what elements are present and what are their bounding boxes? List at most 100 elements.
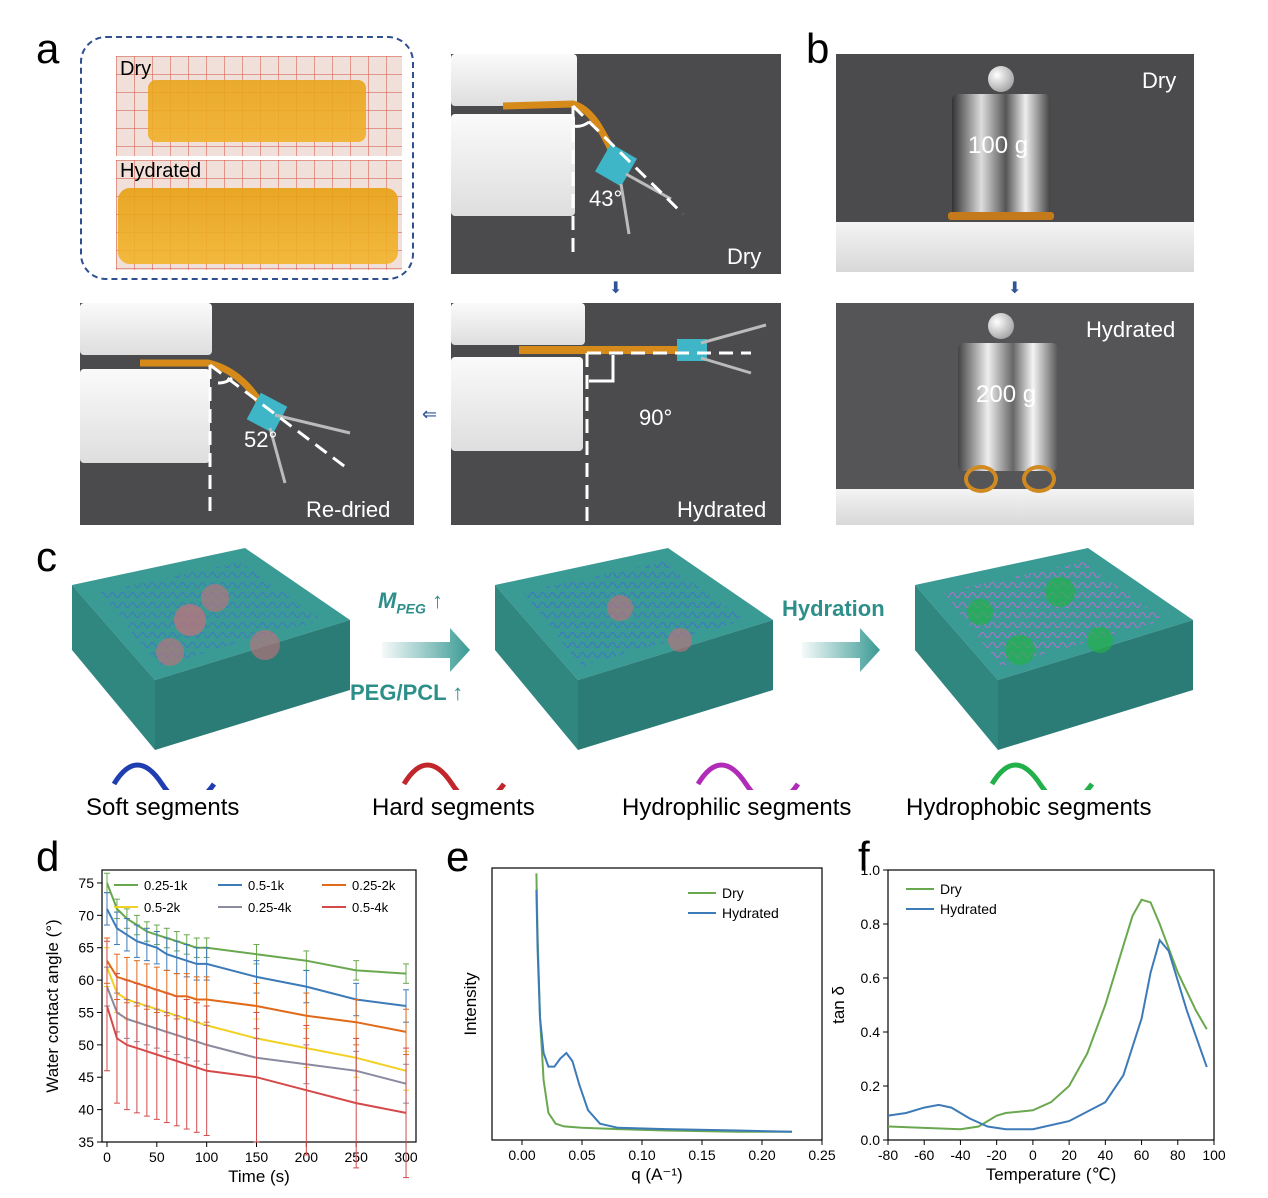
chart-d-contact-angle: 0 50 100 150 200 250 300354045505560657075Time…: [43, 869, 418, 1186]
film-hydrated: [118, 188, 398, 264]
left-arrow-icon: ⇐: [422, 404, 438, 424]
panel-label-f: f: [858, 833, 870, 880]
weight-knob: [988, 66, 1014, 92]
legend-label: 0.5-4k: [352, 900, 389, 915]
arrow2-label-hydration: Hydration: [782, 596, 885, 621]
y-tick-label: 0.8: [861, 916, 881, 932]
x-tick-label: 60: [1134, 1147, 1150, 1163]
y-tick-label: 55: [78, 1004, 94, 1020]
x-tick-label: 0.25: [808, 1147, 835, 1163]
legend-label: Dry: [940, 881, 962, 897]
y-tick-label: 0.2: [861, 1078, 881, 1094]
chart-f-dma: -80 -60 -40 -20 0 20 40 60 80 100 0.0 0.2 0.4 0.6 0.8 1…: [829, 862, 1226, 1184]
arrow1-label-ratio: PEG/PCL ↑: [350, 680, 464, 705]
dry-state-label: Dry: [727, 244, 762, 269]
weight-knob: [988, 313, 1014, 339]
dry-bending-drawing: [502, 100, 685, 254]
legend-hard-segments: Hard segments: [372, 794, 535, 821]
x-axis-label: Time (s): [228, 1167, 290, 1186]
clamp-top: [80, 303, 212, 355]
film-support: [948, 212, 1054, 220]
legend-label: 0.25-1k: [144, 878, 188, 893]
table-surface: [836, 489, 1194, 525]
y-tick-label: 1.0: [861, 862, 881, 878]
y-axis-label: Water contact angle (°): [43, 919, 62, 1092]
film-dry: [148, 80, 366, 142]
inset-dry-label: Dry: [120, 58, 152, 80]
x-tick-label: 0.10: [628, 1147, 655, 1163]
photo-load-dry: 100 g Dry: [836, 54, 1194, 272]
photo-redried-bending: 52° Re-dried: [80, 303, 414, 525]
y-tick-label: 65: [78, 940, 94, 956]
clamp-bottom: [80, 369, 210, 463]
x-tick-label: 50: [149, 1149, 165, 1165]
panel-label-c: c: [36, 533, 57, 580]
y-tick-label: 50: [78, 1037, 94, 1053]
chart-e-saxs: 0.00 0.05 0.10 0.15 0.20 0.25 q (A⁻¹) Intensity…: [461, 867, 836, 1184]
down-arrow-icon: ⬇: [609, 280, 623, 297]
plot-frame: [491, 867, 823, 1141]
y-tick-label: 0.4: [861, 1024, 881, 1040]
legend-label: 0.5-2k: [144, 900, 181, 915]
series-line-Hydrated: [887, 938, 1208, 1131]
x-tick-label: 0.00: [508, 1147, 535, 1163]
hard-segment-icon: [401, 762, 507, 790]
panel-label-e: e: [446, 833, 470, 880]
hydrated-state-label: Hydrated: [677, 497, 767, 522]
load-dry-label: Dry: [1142, 68, 1177, 93]
legend-hydrophilic-segments: Hydrophilic segments: [622, 794, 852, 821]
network-block-mid: [495, 548, 773, 750]
hydrated-bending-drawing: [519, 323, 767, 523]
x-axis-label: q (A⁻¹): [631, 1165, 682, 1184]
hydrophilic-segment-icon: [695, 762, 801, 790]
legend-label: Dry: [722, 885, 744, 901]
x-tick-label: 150: [245, 1149, 269, 1165]
x-tick-label: -60: [914, 1147, 934, 1163]
x-tick-label: 0.15: [688, 1147, 715, 1163]
panel-label-b: b: [806, 25, 830, 72]
mpeg-arrow: ↑: [425, 588, 444, 613]
clamp-bottom: [451, 357, 583, 451]
y-tick-label: 70: [78, 907, 94, 923]
photo-load-hydrated: 200 g Hydrated: [836, 303, 1194, 525]
mpeg-subscript: PEG: [396, 600, 426, 617]
legend-hydrophobic-segments: Hydrophobic segments: [906, 794, 1152, 821]
inset-hydrated-label: Hydrated: [120, 160, 202, 182]
y-tick-label: 75: [78, 875, 94, 891]
film-loop-left: [964, 465, 998, 493]
panel-label-d: d: [36, 833, 60, 880]
arrow-2-icon: [802, 628, 880, 672]
y-tick-label: 45: [78, 1069, 94, 1085]
photo-hydrated-bending: 90° Hydrated: [451, 303, 781, 525]
y-axis-label: Intensity: [461, 972, 480, 1036]
x-tick-label: 40: [1098, 1147, 1114, 1163]
legend-label: 0.25-4k: [248, 900, 292, 915]
clamp-top: [451, 303, 585, 345]
x-tick-label: 0.05: [568, 1147, 595, 1163]
clamp-bottom: [451, 114, 575, 216]
legend-label: 0.25-2k: [352, 878, 396, 893]
x-tick-label: 20: [1061, 1147, 1077, 1163]
series-line-Dry: [887, 898, 1208, 1131]
series-line-Hydrated: [535, 889, 793, 1133]
legend-label: 0.5-1k: [248, 878, 285, 893]
arrow1-label-mpeg: MPEG ↑: [378, 588, 443, 616]
y-axis-label: tan δ: [829, 986, 848, 1024]
weight-200g-label: 200 g: [976, 381, 1037, 408]
soft-segment-icon: [111, 762, 217, 790]
clamp-top: [451, 54, 577, 106]
schematic-row: [72, 548, 1193, 750]
network-block-dry: [72, 548, 350, 750]
film-photo-hydrated: Hydrated: [116, 160, 402, 270]
redried-state-label: Re-dried: [306, 497, 391, 522]
photo-dry-bending: 43° Dry: [451, 54, 781, 274]
x-tick-label: 200: [295, 1149, 319, 1165]
x-axis-label: Temperature (℃): [986, 1165, 1117, 1184]
y-tick-label: 0.0: [861, 1132, 881, 1148]
weight-200g: [958, 343, 1058, 471]
film-inset-frame: [80, 36, 414, 280]
table-surface: [836, 222, 1194, 272]
film-loop-right: [1022, 465, 1056, 493]
panel-label-a: a: [36, 25, 60, 72]
legend-label: Hydrated: [722, 905, 779, 921]
